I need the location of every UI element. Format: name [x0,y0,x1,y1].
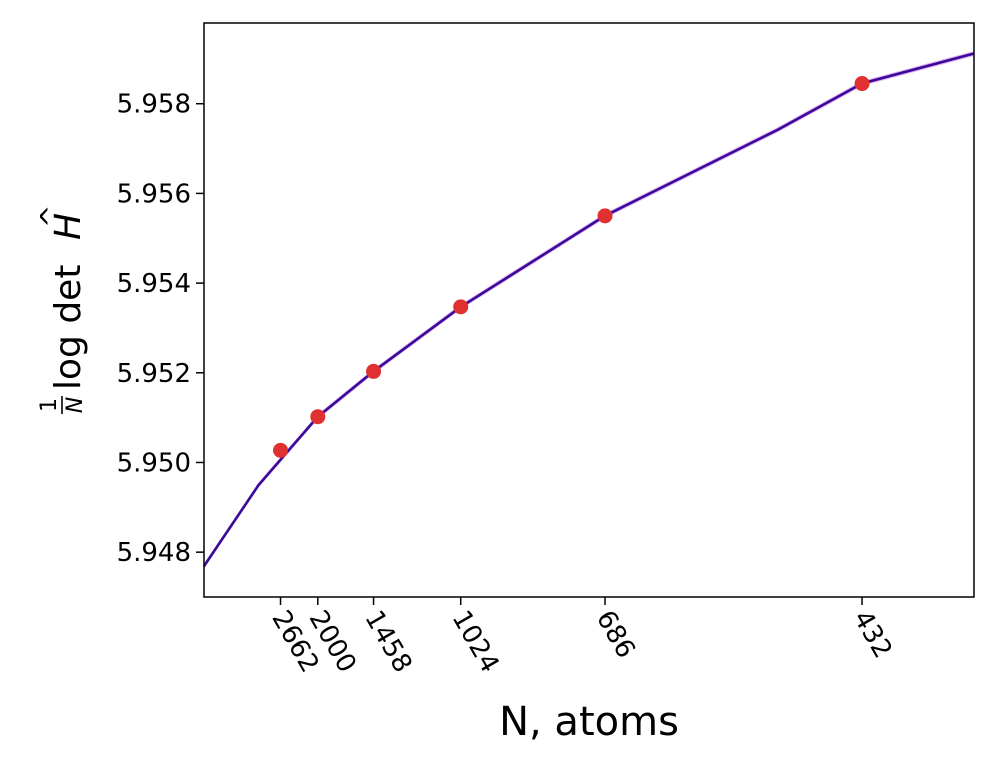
y-tick-label: 5.948 [117,538,191,568]
y-axis-ticks: 5.948 5.950 5.952 5.954 5.956 5.958 [117,90,204,568]
data-points [273,76,870,458]
x-tick-label: 686 [590,606,641,664]
x-axis-label: N, atoms [499,699,679,745]
y-tick-label: 5.958 [117,90,191,120]
y-tick-label: 5.954 [117,269,191,299]
y-tick-label: 5.952 [117,359,191,389]
y-label-fraction-den: N [63,397,88,413]
x-tick-label: 432 [847,606,898,664]
y-label-hat: ^ [34,205,67,228]
plot-frame [203,22,975,598]
y-label-symbol: H [48,213,89,240]
confidence-band [204,51,974,569]
fit-band-area [204,51,974,569]
y-tick-label: 5.956 [117,179,191,209]
data-point [453,299,469,315]
x-tick-label: 1458 [358,606,417,678]
fit-line [202,52,975,567]
data-point [310,409,326,425]
fit-curve [202,52,975,567]
data-point [366,363,382,379]
y-label-text: log det [48,265,89,390]
y-axis-label: 1 N log det H ^ [34,205,89,414]
data-point [597,208,613,224]
y-label-fraction-num: 1 [37,398,62,412]
data-point [854,76,870,92]
y-tick-label: 5.950 [117,448,191,478]
data-point [273,442,289,458]
x-tick-label: 1024 [446,606,505,678]
